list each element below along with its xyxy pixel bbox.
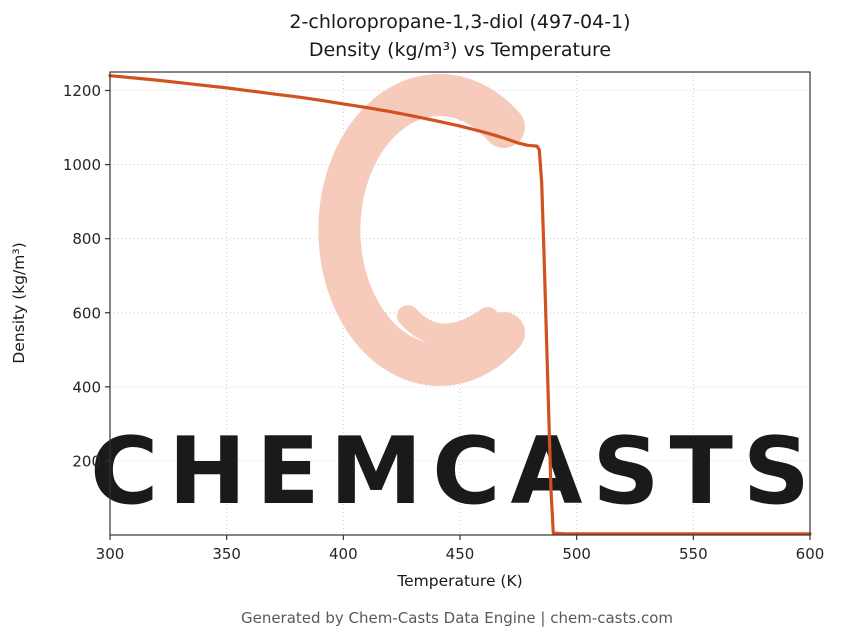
axes-layer: 300 350 400 450 500 550 600 200 400 600 800 1000 120… xyxy=(63,71,825,563)
chart-title-line1: 2-chloropropane-1,3-diol (497-04-1) xyxy=(289,11,630,33)
watermark-logo-swirl-icon xyxy=(397,305,499,346)
x-tick-label: 400 xyxy=(329,545,358,563)
grid-lines xyxy=(109,72,811,535)
x-tick-label: 350 xyxy=(212,545,241,563)
x-tick-label: 300 xyxy=(96,545,125,563)
footer-caption: Generated by Chem-Casts Data Engine | ch… xyxy=(241,609,673,627)
watermark-text: CHEMCASTS xyxy=(90,417,820,525)
x-tick-label: 500 xyxy=(562,545,591,563)
density-series-line xyxy=(108,74,812,536)
y-tick-label: 600 xyxy=(72,304,101,322)
watermark-logo-icon xyxy=(318,74,525,386)
chart-title-line2: Density (kg/m³) vs Temperature xyxy=(309,39,611,61)
y-tick-label: 1200 xyxy=(63,82,101,100)
watermark: CHEMCASTS xyxy=(90,74,820,525)
y-axis-label: Density (kg/m³) xyxy=(10,242,28,363)
x-tick-label: 600 xyxy=(796,545,825,563)
x-tick-label: 550 xyxy=(679,545,708,563)
y-tick-label: 200 xyxy=(72,452,101,470)
y-tick-label: 1000 xyxy=(63,156,101,174)
series-layer xyxy=(108,74,812,536)
x-axis-label: Temperature (K) xyxy=(396,572,522,590)
x-tick-label: 450 xyxy=(446,545,475,563)
y-tick-label: 800 xyxy=(72,230,101,248)
y-tick-label: 400 xyxy=(72,378,101,396)
